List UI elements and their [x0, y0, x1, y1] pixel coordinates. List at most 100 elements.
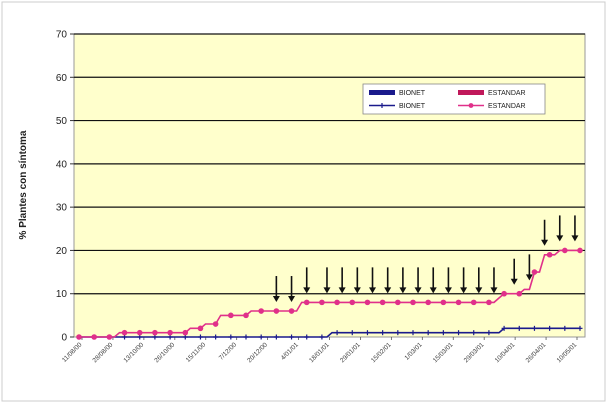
y-tick-label: 20 [56, 246, 68, 257]
data-point [455, 299, 462, 306]
data-point [379, 299, 386, 306]
data-point [319, 299, 325, 306]
data-point [228, 334, 234, 340]
data-point [380, 330, 386, 336]
arrow-icon [303, 267, 311, 294]
data-point [136, 329, 143, 336]
legend-item: BIONET [369, 103, 426, 110]
arrow-icon [571, 215, 579, 242]
arrow-icon [353, 267, 361, 294]
arrow-icon [490, 267, 498, 294]
data-point [486, 330, 492, 336]
data-point [303, 299, 310, 306]
data-point [410, 330, 416, 336]
data-point [182, 329, 189, 336]
data-point [395, 330, 401, 336]
y-tick-label: 50 [56, 116, 68, 127]
data-point [562, 247, 568, 254]
y-tick-label: 40 [56, 159, 68, 170]
data-point [258, 334, 264, 340]
arrow-icon [525, 254, 533, 281]
data-point [167, 329, 173, 336]
legend-item: ESTANDAR [458, 90, 526, 97]
data-point [562, 325, 568, 331]
data-point [197, 334, 203, 340]
data-point [456, 330, 462, 336]
data-point [501, 290, 507, 297]
y-tick-label: 70 [56, 30, 68, 41]
y-tick-label: 0 [61, 333, 67, 344]
data-point [364, 330, 370, 336]
data-point [546, 251, 553, 258]
data-point [319, 334, 325, 340]
series-line-bionet [79, 327, 580, 338]
data-point [334, 330, 340, 336]
legend-item: BIONET [369, 90, 426, 97]
legend-label: BIONET [399, 90, 426, 97]
data-point [288, 308, 295, 314]
arrow-icon [288, 276, 296, 303]
data-point [531, 325, 537, 331]
data-point [273, 308, 280, 314]
series-lines [76, 247, 583, 340]
data-point [577, 247, 583, 254]
legend-label: BIONET [399, 103, 426, 110]
data-point [440, 330, 446, 336]
arrow-icon [414, 267, 422, 294]
y-axis-label: % Plantes con síntoma [18, 130, 29, 239]
data-point [577, 325, 583, 331]
arrow-icon [475, 267, 483, 294]
data-point [364, 299, 371, 306]
plot-area [73, 33, 586, 338]
arrow-icon [338, 267, 346, 294]
data-point [470, 299, 477, 306]
data-point [304, 334, 310, 340]
data-point [197, 325, 204, 332]
data-point [212, 321, 219, 327]
arrow-icon [556, 215, 564, 242]
data-point [76, 334, 82, 340]
data-point [243, 334, 249, 340]
arrow-icon [429, 267, 437, 294]
data-point [516, 290, 523, 297]
data-point [258, 308, 264, 314]
data-point [213, 334, 219, 340]
arrow-icon [369, 267, 377, 294]
data-point [121, 329, 128, 336]
data-point [106, 334, 113, 340]
data-point [334, 299, 340, 306]
legend-label: ESTANDAR [488, 103, 526, 110]
data-point [349, 330, 355, 336]
arrow-icon [384, 267, 392, 294]
gridlines [74, 33, 585, 295]
data-point [349, 299, 356, 306]
legend: BIONET ESTANDAR BIONET ESTANDAR [362, 83, 546, 115]
y-tick-label: 30 [56, 203, 68, 214]
data-point [228, 312, 234, 319]
arrow-icon [399, 267, 407, 294]
arrow-icon [444, 267, 452, 294]
data-point [531, 269, 538, 275]
y-tick-label: 10 [56, 289, 68, 300]
arrow-icon [272, 276, 280, 303]
data-point [486, 299, 492, 306]
data-point [425, 330, 431, 336]
data-point [516, 325, 522, 331]
arrow-icon [541, 219, 549, 246]
data-point [471, 330, 477, 336]
data-point [425, 299, 431, 306]
series-line-estandar [79, 249, 580, 338]
arrow-icon [510, 258, 518, 285]
data-point [289, 334, 295, 340]
data-point [501, 325, 507, 331]
y-tick-label: 60 [56, 73, 68, 84]
data-point [243, 312, 249, 319]
arrow-annotations [272, 215, 579, 303]
data-point [547, 325, 553, 331]
legend-label: ESTANDAR [488, 90, 526, 97]
legend-box [362, 83, 546, 115]
arrow-icon [323, 267, 331, 294]
data-point [395, 299, 401, 306]
